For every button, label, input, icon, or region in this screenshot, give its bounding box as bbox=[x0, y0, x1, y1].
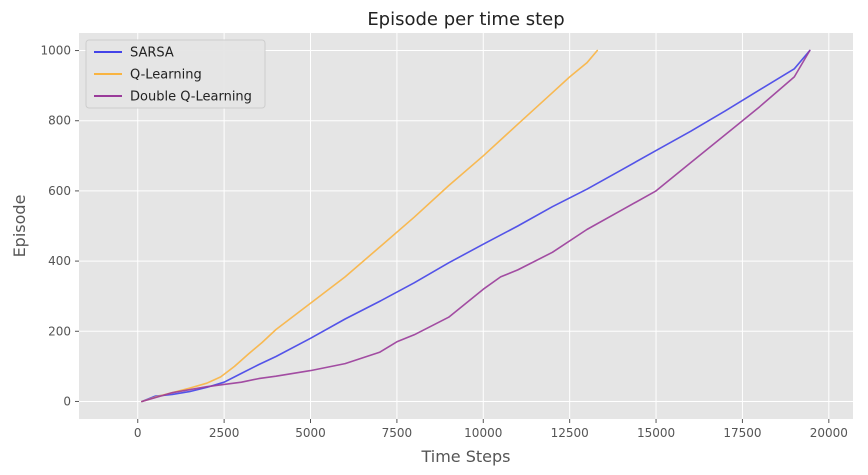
y-axis-ticks: 0 200 400 600 800 1000 bbox=[40, 44, 79, 408]
series-line-double-q-learning bbox=[141, 49, 811, 403]
y-tick-label: 1000 bbox=[40, 44, 71, 58]
x-axis-label: Time Steps bbox=[420, 447, 510, 466]
legend-label-q-learning: Q-Learning bbox=[130, 68, 202, 83]
legend-label-sarsa: SARSA bbox=[130, 46, 174, 61]
y-axis-label: Episode bbox=[10, 195, 29, 258]
x-tick-label: 7500 bbox=[382, 426, 413, 440]
x-tick-label: 20000 bbox=[810, 426, 848, 440]
legend: SARSA Q-Learning Double Q-Learning bbox=[85, 39, 266, 109]
y-tick-label: 800 bbox=[48, 114, 71, 128]
legend-label-double-q-learning: Double Q-Learning bbox=[130, 90, 252, 105]
x-tick-label: 12500 bbox=[551, 426, 589, 440]
x-tick-label: 15000 bbox=[637, 426, 675, 440]
x-tick-label: 0 bbox=[134, 426, 142, 440]
y-tick-label: 200 bbox=[48, 324, 71, 338]
chart-title: Episode per time step bbox=[367, 9, 564, 30]
x-tick-label: 10000 bbox=[464, 426, 502, 440]
series-lines bbox=[141, 49, 811, 403]
y-tick-label: 400 bbox=[48, 254, 71, 268]
series-line-q-learning bbox=[141, 49, 599, 403]
x-tick-label: 5000 bbox=[295, 426, 326, 440]
x-tick-label: 17500 bbox=[723, 426, 761, 440]
y-tick-label: 0 bbox=[63, 394, 71, 408]
y-tick-label: 600 bbox=[48, 184, 71, 198]
x-tick-label: 2500 bbox=[209, 426, 240, 440]
x-axis-ticks: 0 2500 5000 7500 10000 12500 15000 17500 20000 bbox=[134, 419, 848, 440]
legend-box bbox=[85, 39, 266, 109]
